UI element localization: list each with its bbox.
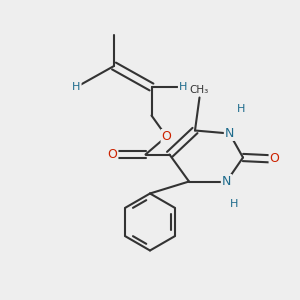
Text: H: H	[230, 199, 238, 209]
Text: O: O	[270, 152, 279, 166]
Text: H: H	[179, 82, 187, 92]
Text: H: H	[72, 82, 81, 92]
Text: O: O	[108, 148, 117, 161]
Text: O: O	[162, 130, 171, 143]
Text: CH₃: CH₃	[190, 85, 209, 95]
Text: N: N	[222, 175, 231, 188]
Text: H: H	[237, 104, 246, 115]
Text: N: N	[225, 127, 234, 140]
